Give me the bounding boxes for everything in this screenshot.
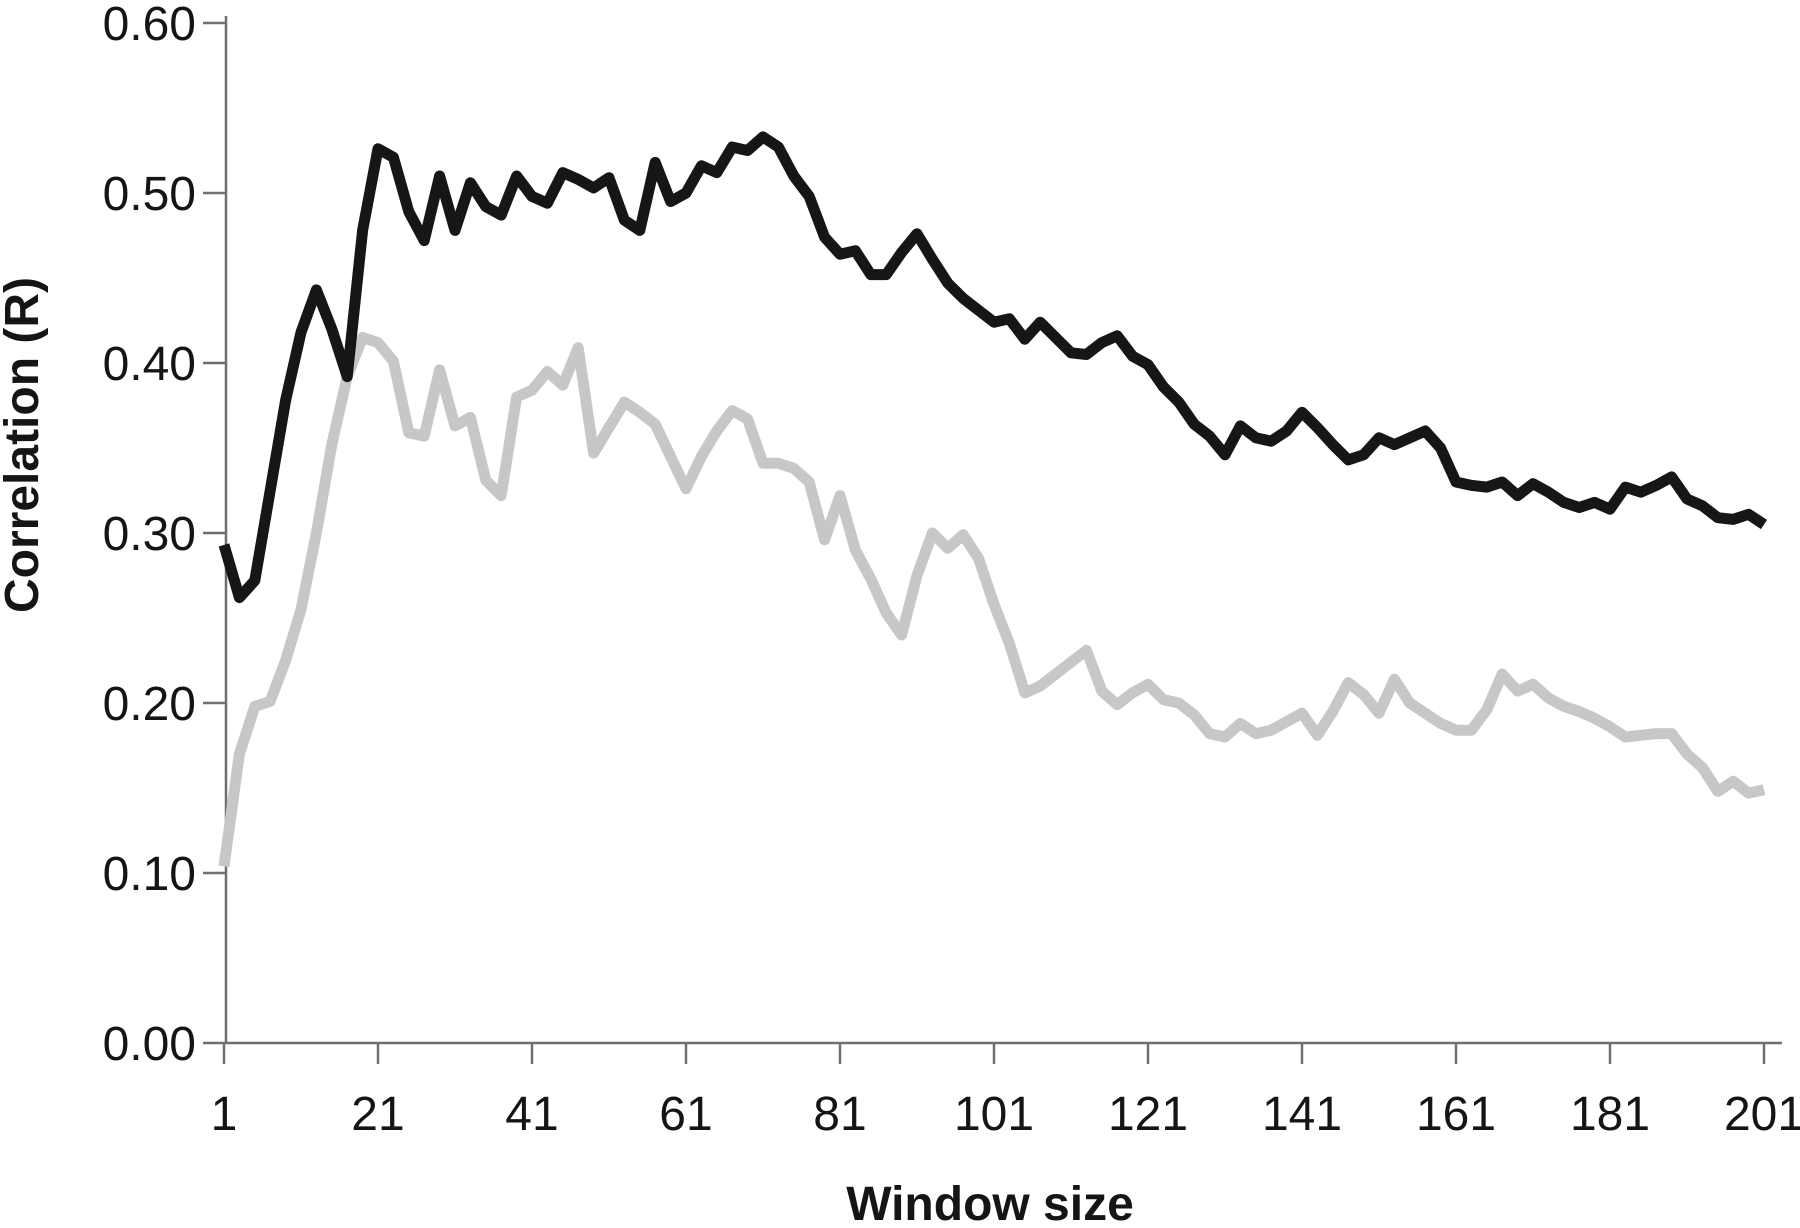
x-tick-label: 161 xyxy=(1416,1088,1496,1141)
black-line-series xyxy=(218,131,1768,604)
x-tick-label: 101 xyxy=(954,1088,1034,1141)
y-tick-label: 0.40 xyxy=(103,338,196,391)
x-tick-label: 1 xyxy=(211,1088,238,1141)
y-tick-label: 0.10 xyxy=(103,848,196,901)
gray-line-series xyxy=(218,332,1766,867)
series-group xyxy=(218,131,1768,867)
y-ticks: 0.00 0.10 0.20 0.30 0.40 0.50 0.60 xyxy=(103,0,226,1071)
x-axis-title: Window size xyxy=(846,1178,1134,1228)
x-tick-label: 21 xyxy=(351,1088,404,1141)
x-tick-label: 141 xyxy=(1262,1088,1342,1141)
x-tick-label: 61 xyxy=(659,1088,712,1141)
x-ticks: 1 21 41 61 81 101 121 141 161 181 201 xyxy=(211,1043,1800,1141)
x-tick-label: 41 xyxy=(505,1088,558,1141)
y-tick-label: 0.20 xyxy=(103,678,196,731)
y-axis-title: Correlation (R) xyxy=(0,277,49,613)
y-tick-label: 0.30 xyxy=(103,508,196,561)
x-tick-label: 201 xyxy=(1724,1088,1800,1141)
y-tick-label: 0.60 xyxy=(103,0,196,51)
y-tick-label: 0.50 xyxy=(103,168,196,221)
y-tick-label: 0.00 xyxy=(103,1018,196,1071)
x-tick-label: 181 xyxy=(1570,1088,1650,1141)
x-tick-label: 121 xyxy=(1108,1088,1188,1141)
axes xyxy=(224,16,1782,1045)
x-tick-label: 81 xyxy=(813,1088,866,1141)
